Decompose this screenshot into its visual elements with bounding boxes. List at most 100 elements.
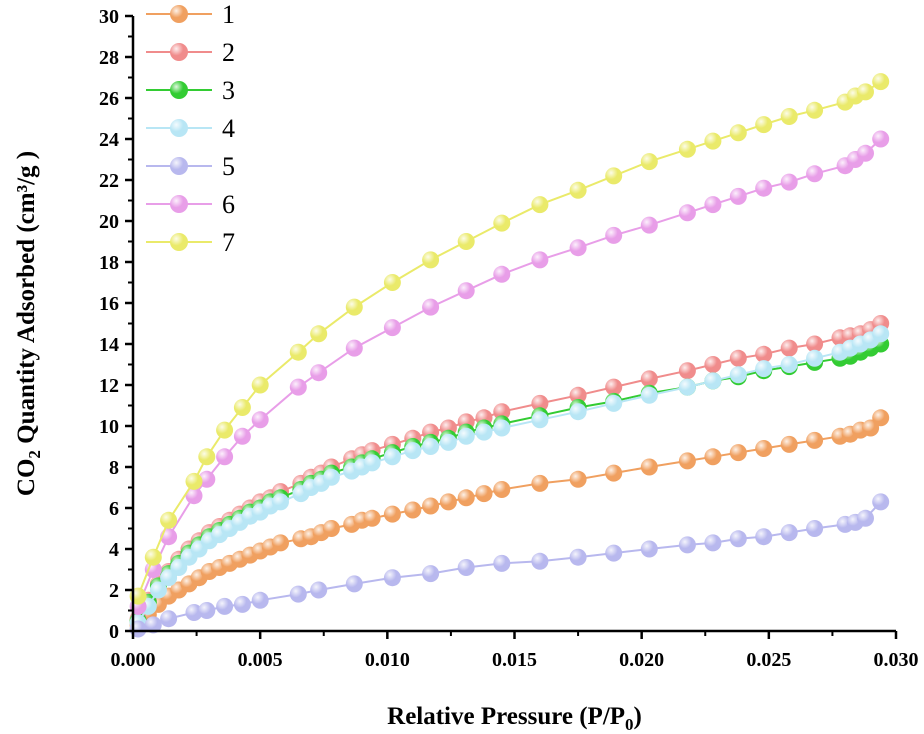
data-point — [704, 448, 722, 466]
legend-marker — [170, 5, 188, 23]
data-point — [310, 364, 328, 382]
data-point — [322, 520, 340, 537]
data-point — [780, 524, 798, 542]
y-tick-label: 2 — [109, 580, 119, 602]
data-point — [780, 435, 798, 453]
legend-item-3: 3 — [146, 76, 235, 105]
data-point — [569, 239, 587, 257]
data-point — [493, 214, 511, 232]
data-point — [729, 349, 747, 367]
data-point — [678, 452, 696, 470]
y-tick-label: 20 — [99, 211, 119, 233]
y-axis-title-pre: CO — [13, 459, 40, 497]
series-line — [137, 332, 882, 624]
data-point — [872, 409, 890, 427]
data-point — [857, 83, 874, 101]
data-point — [872, 73, 890, 91]
data-point — [806, 101, 824, 119]
x-axis-title-sub: 0 — [625, 715, 634, 734]
x-tick-label: 0.030 — [874, 649, 919, 671]
data-point — [149, 581, 167, 599]
data-point — [704, 132, 722, 150]
data-point — [531, 251, 549, 269]
series-5 — [129, 493, 890, 638]
legend-label: 1 — [222, 0, 235, 29]
y-axis-title-post: Quantity Adsorbed (cm³/g ) — [13, 151, 40, 450]
data-point — [383, 448, 401, 466]
data-point — [678, 140, 696, 158]
data-point — [755, 345, 773, 363]
data-point — [457, 427, 475, 445]
data-point — [729, 187, 747, 205]
data-point — [493, 265, 511, 283]
x-tick-label: 0.000 — [111, 649, 156, 671]
data-point — [605, 394, 623, 412]
y-axis-title-sub: 2 — [25, 450, 44, 459]
data-point — [160, 610, 178, 628]
data-point — [678, 362, 696, 380]
x-axis-title-end: ) — [634, 703, 642, 730]
data-point — [640, 540, 658, 558]
legend-label: 7 — [222, 228, 235, 257]
series-2 — [129, 315, 890, 628]
data-point — [569, 470, 587, 488]
legend-marker — [170, 43, 188, 61]
data-point — [233, 399, 251, 416]
y-tick-label: 22 — [99, 170, 119, 192]
data-point — [475, 485, 493, 503]
data-point — [640, 458, 658, 476]
data-point — [289, 378, 307, 396]
data-point — [857, 144, 874, 162]
data-point — [493, 481, 511, 498]
data-point — [755, 360, 773, 378]
data-point — [704, 356, 722, 373]
data-point — [755, 528, 773, 546]
data-point — [640, 386, 658, 404]
data-point — [439, 433, 457, 451]
data-point — [605, 167, 623, 185]
data-point — [233, 427, 251, 445]
data-point — [272, 534, 289, 552]
data-point — [605, 544, 623, 562]
data-point — [198, 602, 216, 619]
data-point — [198, 470, 216, 488]
data-point — [383, 319, 401, 337]
data-point — [345, 339, 363, 357]
data-point — [185, 487, 203, 505]
series-3 — [129, 335, 890, 630]
data-point — [185, 604, 203, 621]
x-axis-title-main: Relative Pressure (P/P — [387, 703, 625, 730]
data-point — [216, 421, 234, 439]
data-point — [640, 370, 658, 388]
data-point — [872, 325, 890, 343]
data-point — [872, 130, 890, 148]
y-tick-label: 0 — [109, 621, 119, 643]
data-point — [216, 597, 234, 615]
data-point — [872, 493, 890, 511]
data-point — [704, 534, 722, 552]
legend-label: 4 — [222, 114, 235, 143]
data-point — [422, 497, 440, 515]
y-tick-label: 4 — [109, 539, 119, 561]
data-point — [144, 561, 162, 578]
legend-marker — [170, 119, 188, 137]
y-tick-label: 26 — [99, 88, 119, 110]
series-1 — [129, 409, 890, 634]
data-point — [493, 403, 511, 421]
legend-item-5: 5 — [146, 152, 235, 181]
data-point — [233, 595, 251, 613]
y-tick-label: 6 — [109, 498, 119, 520]
x-tick-label: 0.005 — [238, 649, 283, 671]
data-point — [806, 520, 824, 537]
data-point — [289, 585, 307, 603]
data-point — [640, 216, 658, 234]
data-point — [422, 298, 440, 316]
data-point — [806, 165, 824, 183]
legend-marker — [170, 233, 188, 251]
data-point — [678, 204, 696, 222]
data-point — [780, 173, 798, 191]
data-point — [198, 448, 216, 466]
x-tick-label: 0.015 — [492, 649, 537, 671]
